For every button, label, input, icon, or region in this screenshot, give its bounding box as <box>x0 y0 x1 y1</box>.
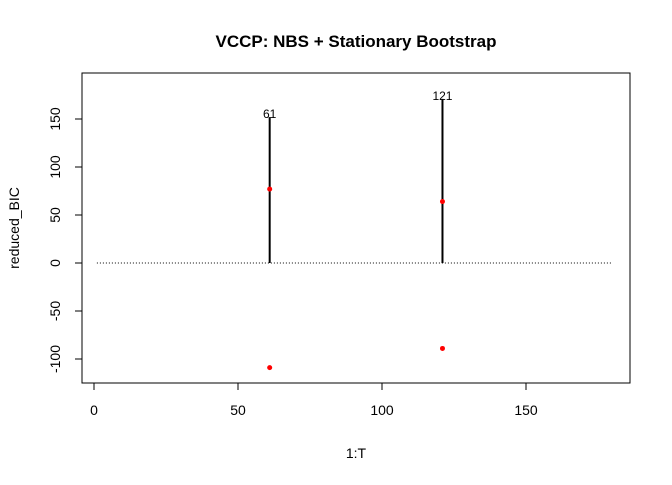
data-point <box>267 365 273 371</box>
change-point-label: 121 <box>432 89 452 103</box>
x-tick-label: 0 <box>90 402 98 418</box>
y-tick-label: -100 <box>47 345 63 373</box>
y-tick-label: 100 <box>47 155 63 179</box>
x-axis: 0 50 100 150 <box>90 382 538 418</box>
y-tick-label: 50 <box>47 207 63 223</box>
change-point-label: 61 <box>263 107 277 121</box>
x-tick-label: 100 <box>370 402 394 418</box>
data-point <box>439 345 445 351</box>
y-axis: -100 -50 0 50 100 150 <box>47 107 83 373</box>
y-tick-label: 0 <box>47 259 63 267</box>
chart-title: VCCP: NBS + Stationary Bootstrap <box>215 32 496 51</box>
data-point <box>439 199 445 205</box>
x-tick-label: 50 <box>230 402 246 418</box>
x-axis-label: 1:T <box>346 445 367 461</box>
data-point <box>267 186 273 192</box>
y-tick-label: 150 <box>47 107 63 131</box>
y-axis-label: reduced_BIC <box>6 187 22 269</box>
y-tick-label: -50 <box>47 301 63 321</box>
plot-marks: 61 121 <box>96 89 613 371</box>
plot-box <box>81 72 631 384</box>
x-tick-label: 150 <box>514 402 538 418</box>
